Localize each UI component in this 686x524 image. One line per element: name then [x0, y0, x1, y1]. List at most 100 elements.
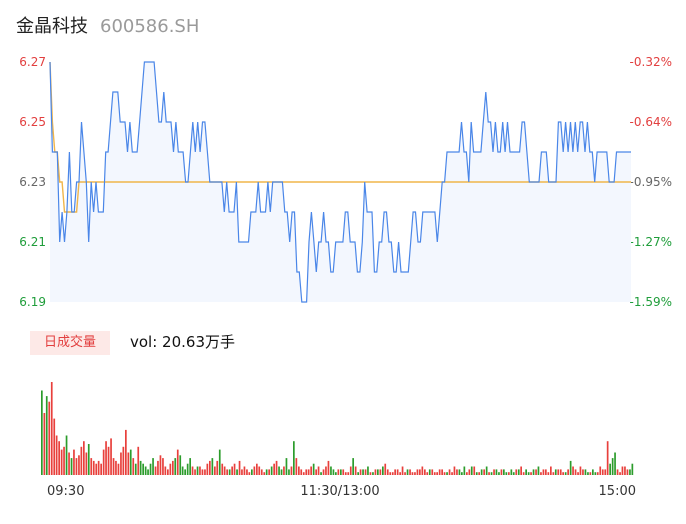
volume-bar — [495, 469, 498, 475]
volume-bar — [594, 472, 597, 475]
volume-bar — [409, 469, 411, 475]
volume-tab[interactable]: 日成交量 — [30, 331, 110, 355]
volume-bar — [295, 458, 298, 475]
volume-bar — [260, 469, 263, 475]
volume-bar — [384, 463, 387, 475]
y-left-tick: 6.27 — [19, 55, 46, 69]
volume-bar — [216, 460, 219, 475]
volume-bar — [554, 469, 557, 475]
volume-bar — [228, 469, 231, 475]
volume-bar — [275, 460, 278, 475]
volume-bar — [587, 472, 589, 475]
volume-bar — [273, 463, 275, 475]
x-axis-tick: 09:30 — [47, 484, 84, 499]
volume-bar — [176, 449, 179, 475]
volume-bar — [293, 441, 295, 475]
volume-bar — [154, 466, 157, 475]
volume-bar — [127, 452, 130, 475]
volume-bar — [614, 452, 616, 475]
volume-bar — [302, 472, 305, 475]
volume-bar — [547, 472, 550, 475]
volume-bar — [199, 466, 201, 475]
volume-bar — [191, 466, 194, 475]
volume-bar — [48, 401, 51, 475]
volume-bar — [283, 466, 285, 475]
volume-bar — [446, 472, 448, 475]
volume-bar — [579, 466, 582, 475]
volume-bar — [174, 458, 177, 475]
volume-bar — [288, 469, 290, 475]
volume-bar — [270, 466, 273, 475]
volume-bar — [53, 418, 56, 475]
volume-bar — [320, 472, 322, 475]
volume-bar — [453, 466, 456, 475]
volume-bar — [572, 466, 574, 475]
volume-bar — [629, 469, 631, 475]
volume-bar — [525, 469, 527, 475]
volume-bar — [335, 472, 337, 475]
volume-bar — [527, 472, 530, 475]
volume-bar — [204, 469, 206, 475]
volume-bar — [419, 469, 421, 475]
volume-bar — [285, 458, 288, 475]
volume-bar — [87, 444, 90, 475]
volume-bar — [90, 458, 93, 475]
volume-bar — [105, 441, 107, 475]
volume-bar — [441, 469, 443, 475]
volume-bar — [142, 463, 144, 475]
volume-bar — [162, 458, 164, 475]
volume-bar — [196, 466, 199, 475]
volume-bar — [478, 472, 480, 475]
volume-bar — [149, 463, 152, 475]
volume-bar — [601, 469, 604, 475]
volume-bar — [386, 469, 389, 475]
volume-bar — [223, 466, 226, 475]
y-right-tick: -1.27% — [630, 235, 672, 249]
volume-bar — [251, 469, 253, 475]
volume-bar — [463, 466, 466, 475]
volume-bar — [604, 469, 607, 475]
volume-bar — [278, 466, 280, 475]
volume-bar — [307, 469, 310, 475]
volume-bar — [505, 472, 508, 475]
volume-bar — [172, 460, 174, 475]
volume-bar — [473, 466, 476, 475]
volume-bar — [310, 466, 312, 475]
volume-bar — [520, 466, 522, 475]
price-area — [50, 62, 631, 302]
volume-bar — [468, 469, 471, 475]
volume-bar — [611, 458, 614, 475]
volume-bar — [258, 466, 261, 475]
volume-bar — [169, 463, 172, 475]
volume-bar — [461, 472, 463, 475]
volume-bar — [83, 441, 85, 475]
volume-bar — [317, 466, 320, 475]
volume-bar — [379, 469, 382, 475]
volume-bar — [122, 446, 125, 475]
volume-bar — [542, 469, 545, 475]
x-axis-tick: 11:30/13:00 — [300, 484, 379, 499]
volume-bar — [189, 458, 191, 475]
volume-bar — [475, 472, 478, 475]
volume-bar — [592, 469, 594, 475]
y-left-tick: 6.21 — [19, 235, 46, 249]
volume-bar — [184, 469, 186, 475]
volume-bar — [545, 469, 547, 475]
volume-bar — [377, 469, 379, 475]
volume-bar — [92, 460, 95, 475]
volume-bar — [421, 466, 424, 475]
volume-bar — [221, 463, 224, 475]
volume-bar — [401, 466, 404, 475]
volume-bar — [312, 463, 315, 475]
volume-bar — [186, 463, 189, 475]
volume-bar — [340, 469, 342, 475]
volume-bar — [596, 472, 599, 475]
volume-bar — [577, 472, 579, 475]
volume-bar — [503, 469, 505, 475]
volume-bar — [325, 466, 327, 475]
y-left-tick: 6.23 — [19, 175, 46, 189]
volume-bar — [389, 472, 392, 475]
volume-bar — [85, 452, 88, 475]
volume-bar — [63, 446, 65, 475]
volume-bar — [424, 469, 426, 475]
